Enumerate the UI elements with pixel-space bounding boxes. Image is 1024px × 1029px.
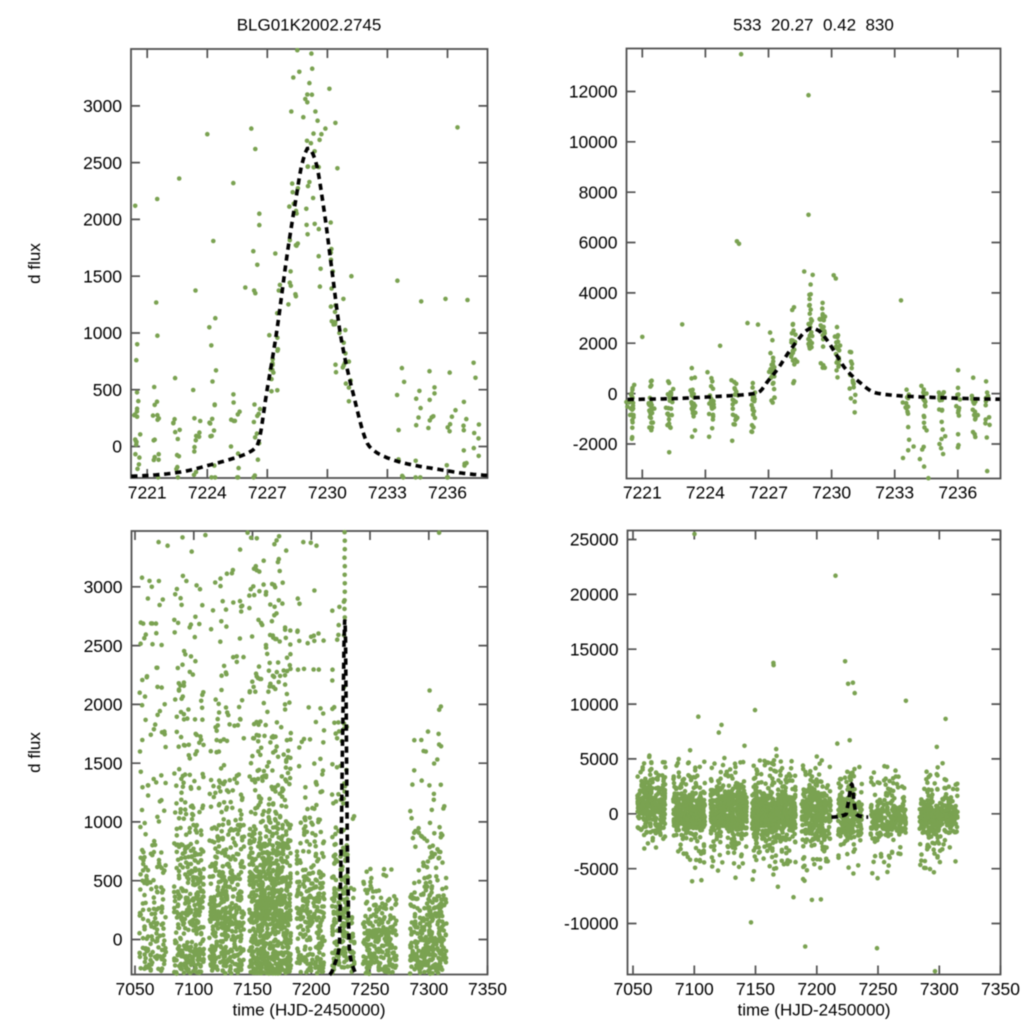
svg-text:7233: 7233 <box>875 483 914 503</box>
svg-text:0: 0 <box>609 804 619 824</box>
svg-text:7227: 7227 <box>749 483 788 503</box>
svg-text:4000: 4000 <box>579 283 618 303</box>
svg-text:7233: 7233 <box>368 483 407 503</box>
svg-text:-5000: -5000 <box>574 859 619 879</box>
svg-text:7230: 7230 <box>308 483 347 503</box>
svg-text:10000: 10000 <box>570 694 619 714</box>
svg-text:15000: 15000 <box>570 639 619 659</box>
svg-text:-2000: -2000 <box>573 434 618 454</box>
svg-text:d flux: d flux <box>25 243 44 284</box>
svg-text:10000: 10000 <box>569 132 618 152</box>
svg-text:500: 500 <box>93 871 122 891</box>
svg-text:7050: 7050 <box>116 979 155 999</box>
svg-text:7300: 7300 <box>920 979 959 999</box>
svg-text:time (HJD-2450000): time (HJD-2450000) <box>737 1001 890 1020</box>
svg-text:7250: 7250 <box>859 979 898 999</box>
svg-text:3000: 3000 <box>84 577 123 597</box>
svg-text:1500: 1500 <box>84 753 123 773</box>
svg-text:7100: 7100 <box>675 979 714 999</box>
svg-text:7350: 7350 <box>468 979 507 999</box>
svg-text:7300: 7300 <box>409 979 448 999</box>
svg-text:2500: 2500 <box>84 636 123 656</box>
svg-text:5000: 5000 <box>580 749 619 769</box>
svg-text:7221: 7221 <box>623 483 662 503</box>
svg-text:time (HJD-2450000): time (HJD-2450000) <box>232 1001 385 1020</box>
svg-text:1000: 1000 <box>83 323 122 343</box>
svg-text:0: 0 <box>608 384 618 404</box>
svg-text:25000: 25000 <box>570 530 619 550</box>
svg-text:7200: 7200 <box>797 979 836 999</box>
svg-text:-10000: -10000 <box>564 914 619 934</box>
svg-text:2000: 2000 <box>83 210 122 230</box>
svg-text:7236: 7236 <box>938 483 977 503</box>
svg-text:7150: 7150 <box>233 979 272 999</box>
svg-text:7150: 7150 <box>736 979 775 999</box>
svg-text:2000: 2000 <box>579 333 618 353</box>
svg-text:7224: 7224 <box>686 483 725 503</box>
svg-text:20000: 20000 <box>570 585 619 605</box>
svg-text:12000: 12000 <box>569 82 618 102</box>
svg-text:0: 0 <box>112 437 122 457</box>
svg-text:8000: 8000 <box>579 182 618 202</box>
svg-text:7250: 7250 <box>351 979 390 999</box>
svg-text:7230: 7230 <box>812 483 851 503</box>
svg-text:533 20.27 0.42 830: 533 20.27 0.42 830 <box>733 16 894 35</box>
svg-text:7224: 7224 <box>188 483 227 503</box>
svg-text:6000: 6000 <box>579 233 618 253</box>
svg-text:2500: 2500 <box>83 153 122 173</box>
svg-text:1000: 1000 <box>84 812 123 832</box>
svg-text:2000: 2000 <box>84 695 123 715</box>
svg-text:3000: 3000 <box>83 96 122 116</box>
svg-text:500: 500 <box>93 380 122 400</box>
svg-text:7227: 7227 <box>248 483 287 503</box>
svg-text:d flux: d flux <box>25 732 44 773</box>
svg-text:7350: 7350 <box>981 979 1020 999</box>
svg-text:7100: 7100 <box>174 979 213 999</box>
svg-text:0: 0 <box>113 930 123 950</box>
svg-text:BLG01K2002.2745: BLG01K2002.2745 <box>237 16 382 35</box>
svg-text:7050: 7050 <box>614 979 653 999</box>
svg-text:1500: 1500 <box>83 266 122 286</box>
svg-text:7236: 7236 <box>428 483 467 503</box>
svg-text:7200: 7200 <box>292 979 331 999</box>
svg-text:7221: 7221 <box>128 483 167 503</box>
